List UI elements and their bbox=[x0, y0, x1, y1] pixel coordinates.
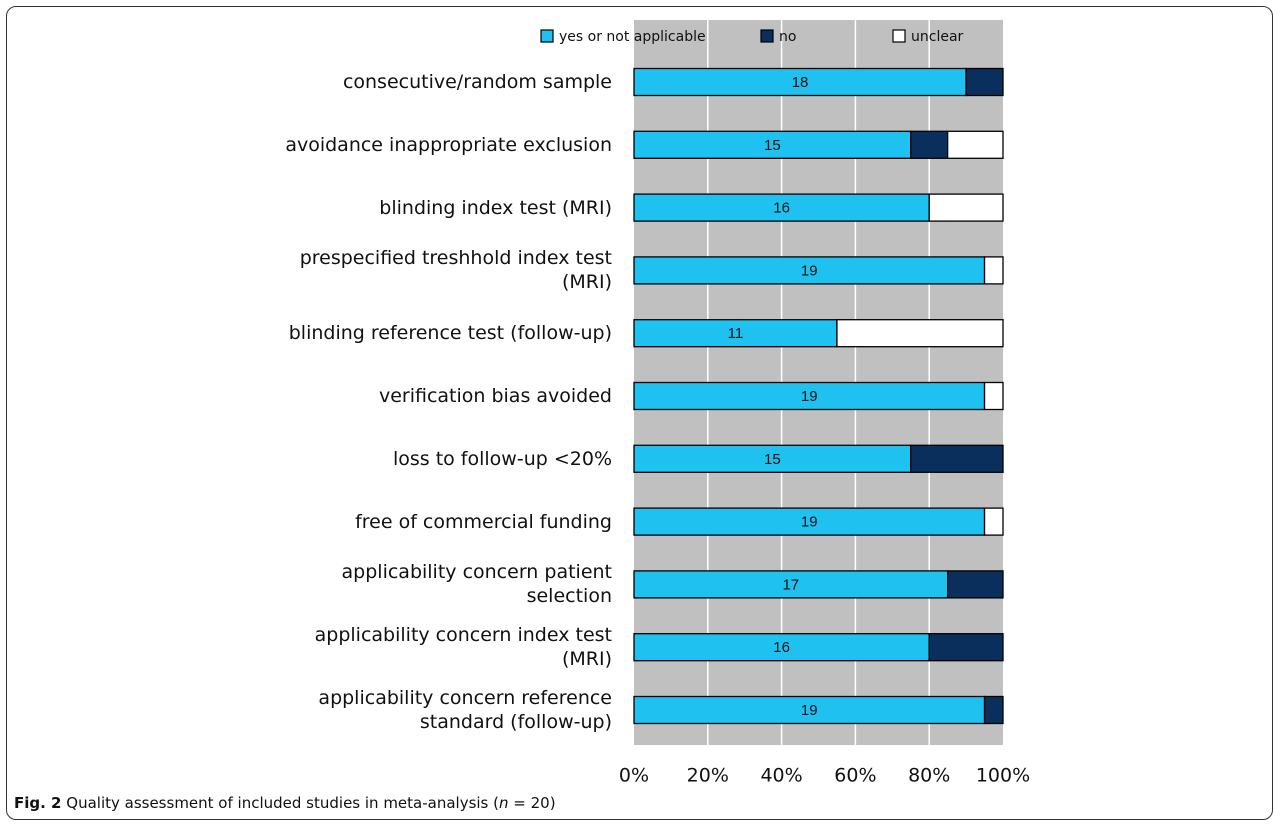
bar-segment bbox=[633, 319, 838, 348]
bar-segment bbox=[633, 130, 912, 159]
bar-segment bbox=[633, 256, 986, 285]
x-tick-label: 60% bbox=[834, 765, 876, 787]
bar-segment bbox=[633, 695, 986, 725]
caption-label: Fig. 2 bbox=[14, 794, 62, 812]
data-label: 11 bbox=[728, 325, 744, 342]
data-label: 17 bbox=[782, 576, 799, 593]
x-tick-label: 80% bbox=[908, 765, 950, 787]
legend-swatch bbox=[540, 29, 554, 43]
data-label: 19 bbox=[801, 514, 818, 531]
data-label: 15 bbox=[764, 451, 781, 468]
legend-label: unclear bbox=[911, 29, 964, 45]
bar-segment bbox=[633, 633, 930, 662]
bar-segment bbox=[633, 507, 986, 536]
bar-segment bbox=[633, 381, 986, 411]
y-tick-label: applicability concern patient selection bbox=[341, 561, 612, 608]
y-tick-label: free of commercial funding bbox=[355, 510, 612, 533]
legend-swatch bbox=[892, 29, 906, 43]
legend-label: no bbox=[779, 29, 796, 45]
data-label: 16 bbox=[773, 639, 790, 656]
bar-segment bbox=[928, 633, 1004, 662]
y-tick-label: applicability concern reference standard… bbox=[318, 687, 612, 733]
bar-segment bbox=[983, 695, 1004, 725]
x-tick-label: 20% bbox=[687, 765, 729, 787]
caption-text: = 20) bbox=[508, 794, 556, 812]
y-tick-label: blinding index test (MRI) bbox=[379, 196, 612, 219]
bar-segment bbox=[983, 381, 1004, 411]
data-label: 19 bbox=[801, 702, 818, 719]
x-tick-label: 100% bbox=[976, 765, 1030, 787]
x-tick-label: 40% bbox=[760, 765, 802, 787]
caption-variable: n bbox=[499, 794, 509, 812]
bar-segment bbox=[928, 193, 1004, 222]
y-tick-label: prespecified treshhold index test (MRI) bbox=[299, 247, 612, 294]
y-tick-label: applicability concern index test (MRI) bbox=[314, 624, 612, 671]
data-label: 18 bbox=[792, 74, 809, 91]
bar-segment bbox=[633, 570, 949, 599]
y-tick-label: loss to follow-up <20% bbox=[392, 447, 612, 470]
data-label: 19 bbox=[801, 388, 818, 405]
caption-text: Quality assessment of included studies i… bbox=[66, 794, 499, 812]
bar-segment bbox=[965, 67, 1004, 97]
bar-segment bbox=[910, 130, 949, 159]
bar-segment bbox=[983, 256, 1004, 285]
bar-segment bbox=[983, 507, 1004, 536]
bar-segment bbox=[947, 570, 1004, 599]
data-label: 19 bbox=[801, 262, 818, 279]
bar-segment bbox=[633, 444, 912, 473]
data-label: 15 bbox=[764, 137, 781, 154]
data-label: 16 bbox=[773, 200, 790, 217]
y-tick-label: avoidance inappropriate exclusion bbox=[285, 133, 612, 156]
bar-segment bbox=[910, 444, 1004, 473]
bar-segment bbox=[836, 319, 1004, 348]
caption: Fig. 2 Quality assessment of included st… bbox=[14, 794, 556, 812]
legend-swatch bbox=[760, 29, 774, 43]
y-tick-label: consecutive/random sample bbox=[342, 71, 612, 93]
figure-frame bbox=[6, 6, 1273, 820]
y-tick-label: blinding reference test (follow-up) bbox=[288, 322, 612, 345]
legend-label: yes or not applicable bbox=[559, 29, 706, 45]
x-tick-label: 0% bbox=[619, 765, 649, 787]
y-tick-label: verification bias avoided bbox=[378, 385, 612, 407]
bar-segment bbox=[947, 130, 1004, 159]
